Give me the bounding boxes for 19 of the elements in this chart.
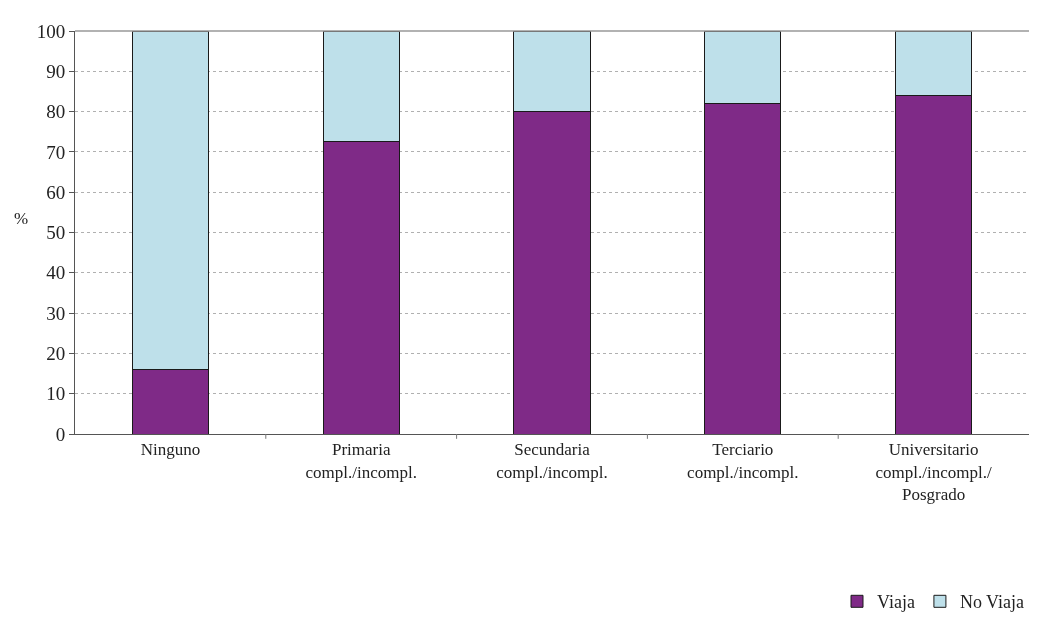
y-tick-label: 100	[36, 20, 66, 42]
y-tick-label: 0	[55, 423, 66, 445]
y-tick-label: 80	[46, 101, 66, 123]
x-tick-label: Primaria compl./incompl.	[305, 440, 417, 482]
x-tick-label: Universitario compl./incompl./ Posgrado	[875, 440, 992, 504]
y-tick-label: 50	[46, 222, 66, 244]
y-tick-label: 10	[46, 383, 66, 405]
x-tick-label: Terciario compl./incompl.	[687, 440, 799, 482]
y-tick-label: 70	[46, 141, 66, 163]
legend-label: No Viaja	[959, 592, 1024, 613]
x-tick-label: Secundaria compl./incompl.	[496, 440, 608, 482]
y-tick-label: 20	[46, 343, 66, 365]
x-tick-label: Ninguno	[140, 440, 201, 460]
y-tick-label: 60	[46, 181, 66, 203]
y-tick-label: 30	[46, 302, 66, 324]
y-axis-title: %	[14, 209, 29, 228]
y-tick-label: 90	[46, 60, 66, 82]
legend-label: Viaja	[877, 592, 915, 613]
y-tick-label: 40	[46, 262, 66, 284]
